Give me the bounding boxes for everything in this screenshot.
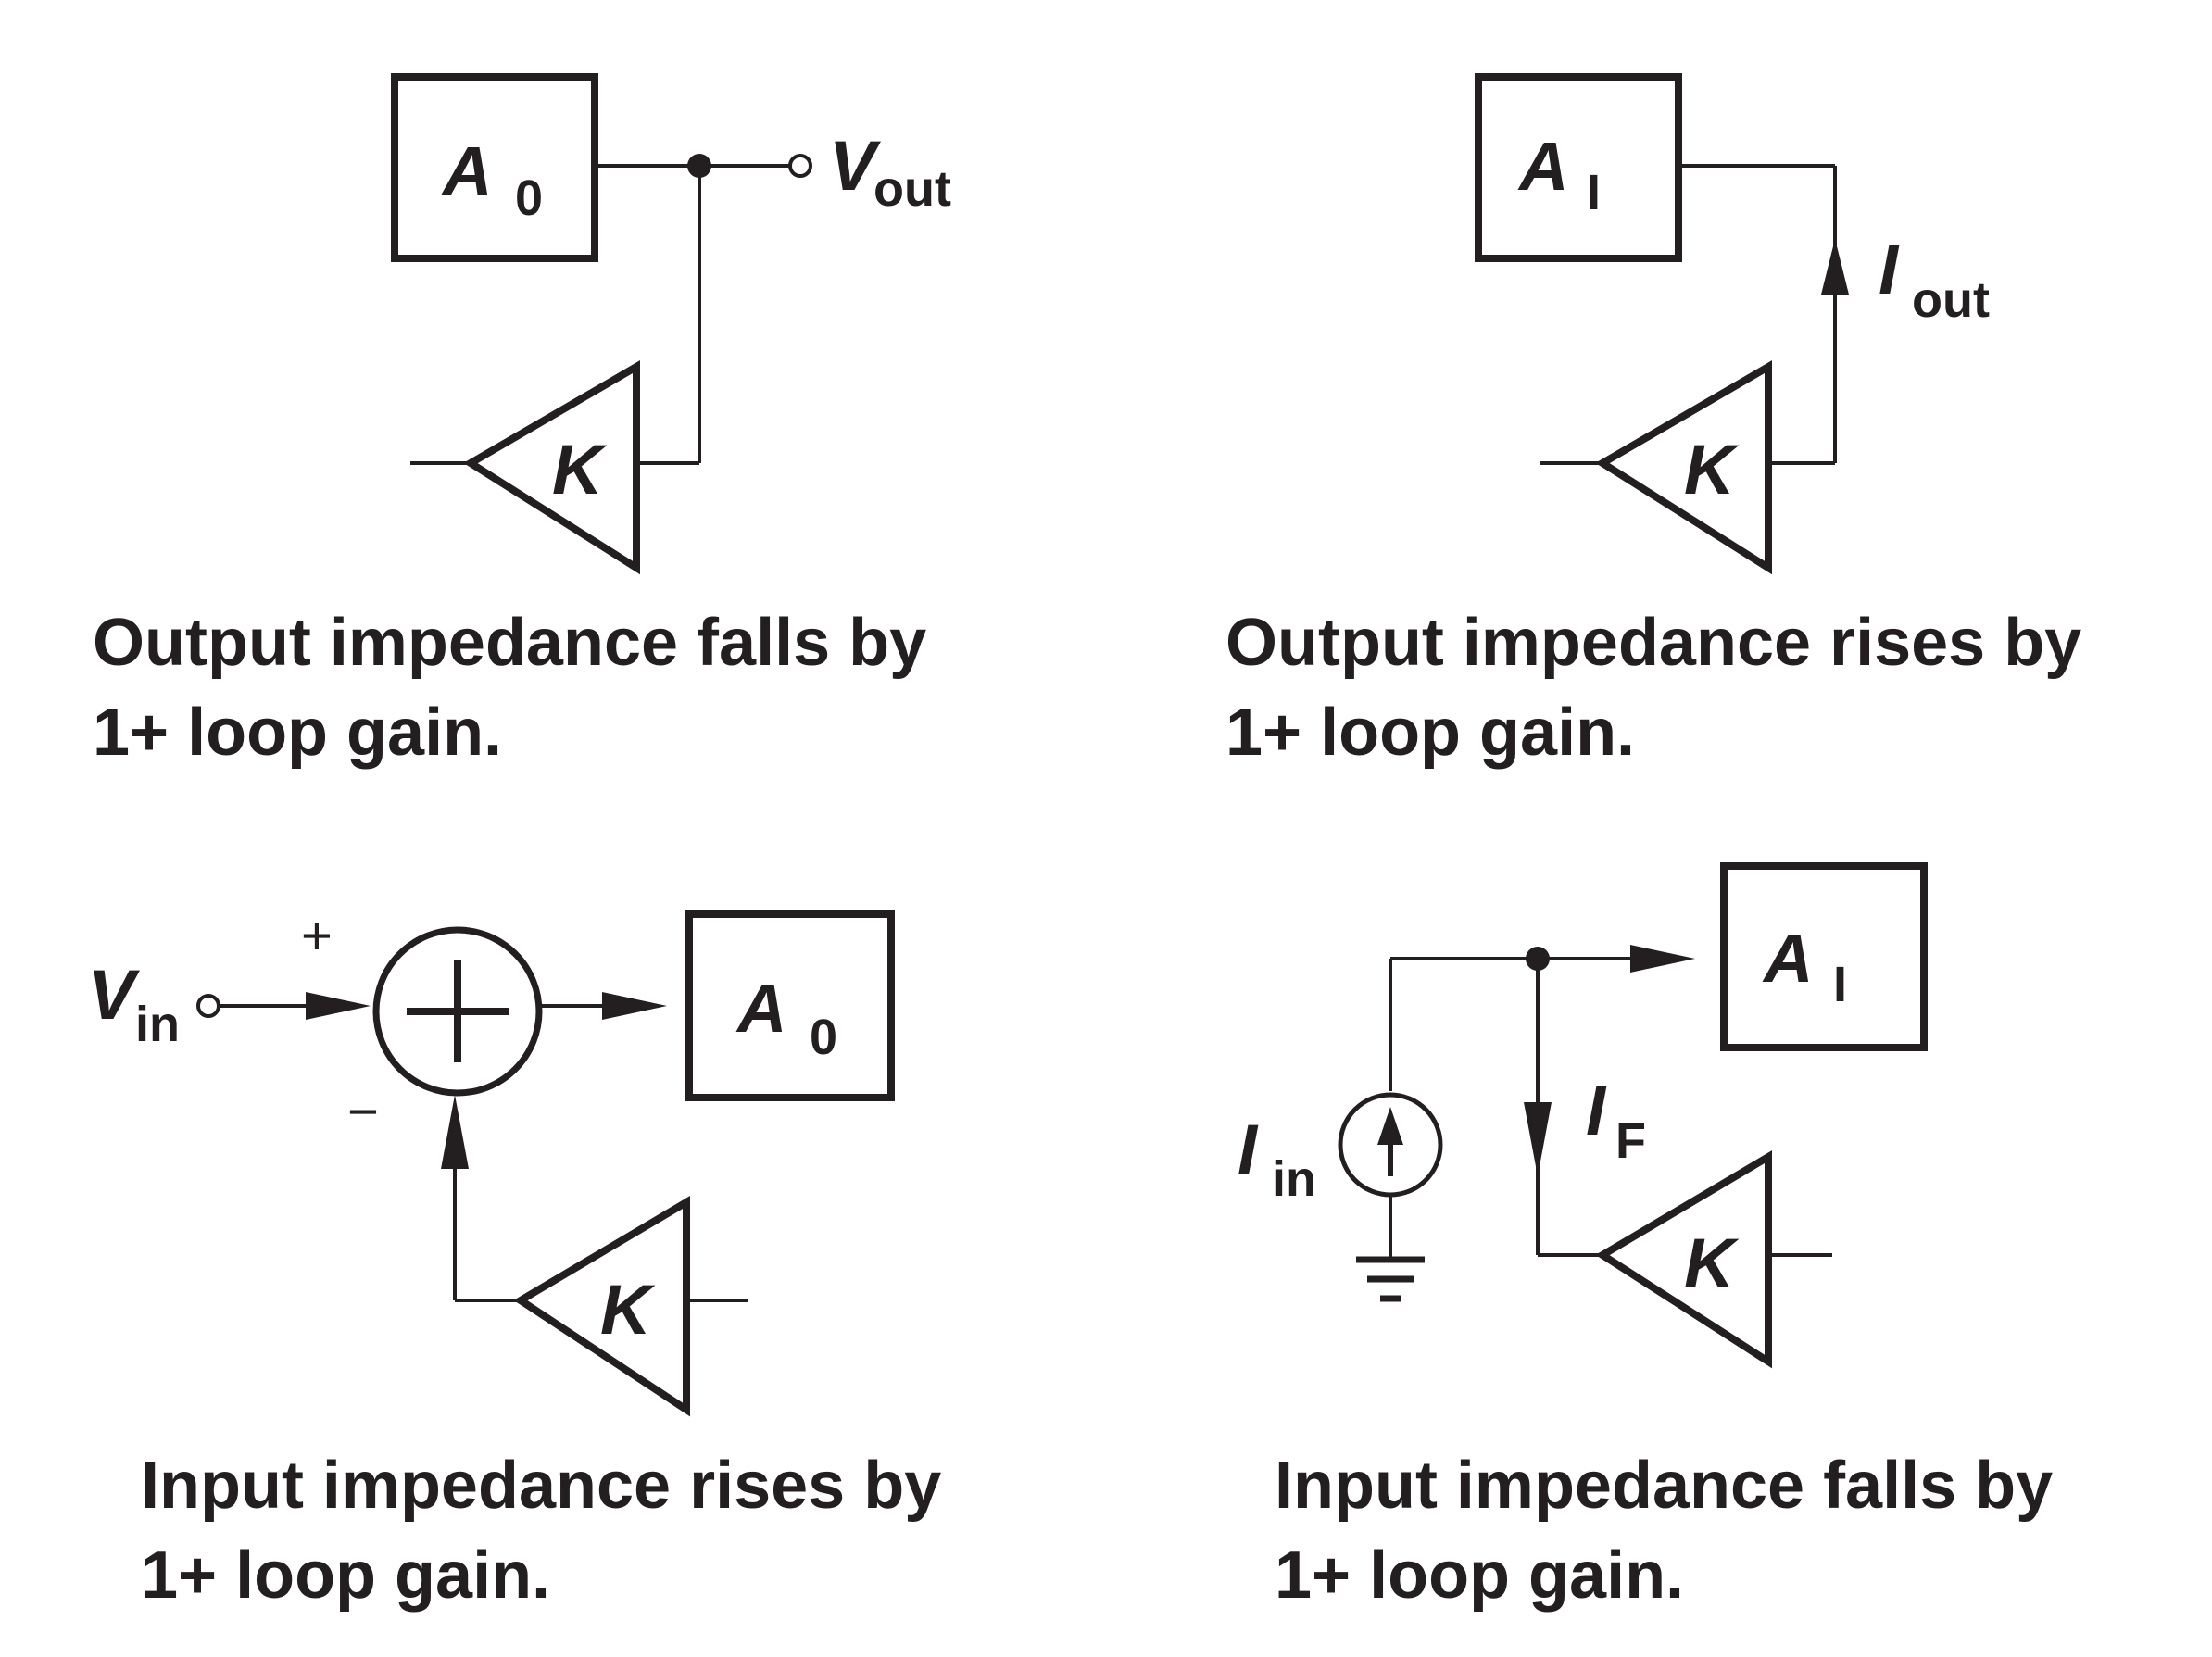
plus-sign: +: [301, 906, 333, 966]
amplifier-a0-box: [685, 910, 895, 1101]
output-terminal: [788, 154, 812, 178]
vin-label: V: [88, 956, 140, 1035]
vin-subscript: in: [135, 997, 180, 1052]
feedback-k-label: K: [552, 431, 608, 509]
amplifier-a0-subscript: 0: [810, 1010, 837, 1065]
amplifier-a0-box: [391, 73, 598, 262]
panel-bottom-right: A I I in I F K Input impedance falls by …: [1238, 862, 2053, 1613]
if-label: I: [1586, 1072, 1607, 1150]
caption-bottom-right-line1: Input impedance falls by: [1275, 1449, 2053, 1523]
iout-subscript: out: [1912, 272, 1990, 328]
iin-subscript: in: [1272, 1151, 1316, 1207]
amplifier-ai-subscript: I: [1833, 957, 1847, 1012]
caption-bottom-right-line2: 1+ loop gain.: [1275, 1538, 1684, 1613]
if-subscript: F: [1615, 1113, 1646, 1169]
caption-bottom-left-line2: 1+ loop gain.: [141, 1538, 550, 1613]
amplifier-ai-box: [1720, 862, 1928, 1051]
amplifier-ai-subscript: I: [1587, 165, 1601, 220]
feedback-amplifier-k: [513, 1195, 690, 1417]
ground-icon: [1356, 1256, 1425, 1302]
feedback-k-label: K: [1684, 431, 1740, 509]
amplifier-a0-subscript: 0: [515, 170, 543, 226]
feedback-k-label: K: [1684, 1224, 1740, 1303]
caption-top-right-line1: Output impedance rises by: [1225, 606, 2081, 680]
sum-to-amp-arrow-icon: [602, 992, 667, 1020]
amplifier-ai-symbol: A: [1762, 920, 1813, 997]
iout-arrow-icon: [1821, 239, 1849, 295]
feedback-amplifier-k: [1595, 1149, 1772, 1369]
caption-top-left-line2: 1+ loop gain.: [93, 696, 502, 770]
vout-label: V: [829, 127, 881, 206]
panel-top-left: A 0 V out K Output impedance falls by 1+…: [93, 73, 951, 770]
vout-subscript: out: [873, 161, 951, 217]
input-terminal: [196, 994, 220, 1018]
caption-bottom-left-line1: Input impedance rises by: [141, 1449, 941, 1523]
amplifier-ai-box: [1475, 73, 1682, 262]
caption-top-right-line2: 1+ loop gain.: [1225, 696, 1635, 770]
caption-top-left-line1: Output impedance falls by: [93, 606, 926, 680]
amplifier-a0-symbol: A: [735, 970, 786, 1047]
input-to-amp-arrow-icon: [1630, 945, 1695, 973]
current-source-arrow-icon: [1377, 1107, 1403, 1145]
panel-top-right: A I I out K Output impedance rises by 1+…: [1225, 73, 2081, 770]
if-arrow-icon: [1524, 1102, 1552, 1176]
feedback-arrow-icon: [441, 1095, 469, 1169]
iin-label: I: [1238, 1111, 1259, 1189]
feedback-amplifier-k: [1595, 360, 1772, 575]
amplifier-a0-symbol: A: [441, 132, 492, 209]
feedback-k-label: K: [600, 1271, 656, 1349]
input-arrow-icon: [306, 992, 371, 1020]
feedback-amplifier-k: [463, 360, 640, 575]
minus-sign: −: [347, 1082, 379, 1142]
iout-label: I: [1879, 231, 1900, 309]
amplifier-ai-symbol: A: [1517, 128, 1568, 205]
panel-bottom-left: V in + − A 0 K Input impedance rises by …: [88, 906, 941, 1613]
